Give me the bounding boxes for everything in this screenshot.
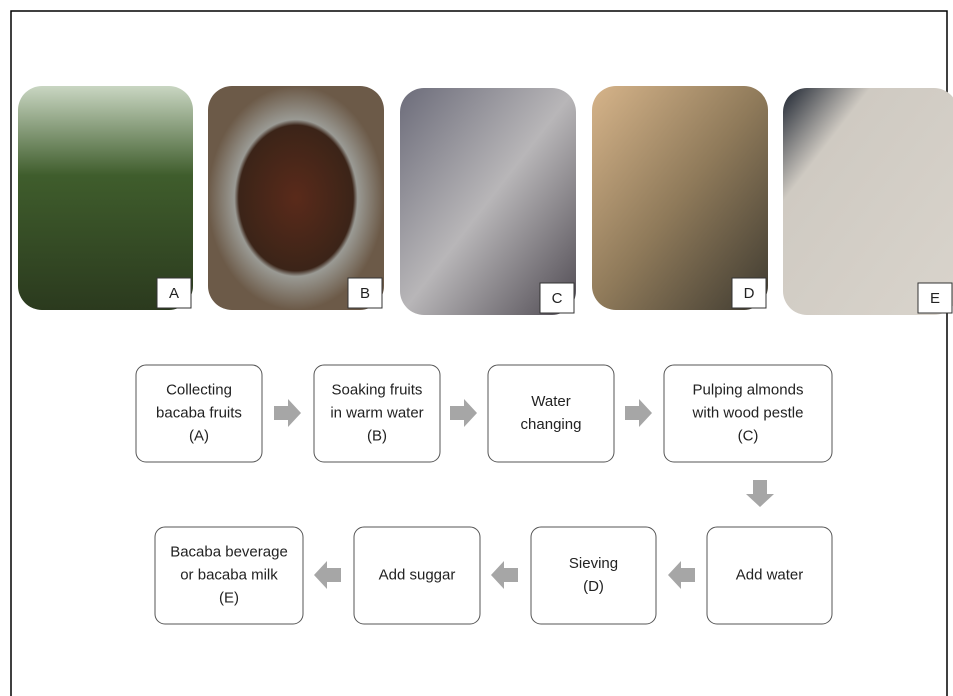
photo-image bbox=[783, 88, 953, 315]
label-text: C bbox=[552, 290, 563, 307]
step-text: Pulping almonds bbox=[693, 381, 804, 398]
process-step: Sieving (D) bbox=[531, 527, 656, 624]
step-text: bacaba fruits bbox=[156, 404, 242, 421]
flow-arrow bbox=[314, 561, 341, 589]
photo: D bbox=[592, 86, 768, 310]
step-text: Add water bbox=[736, 566, 804, 583]
step-box bbox=[488, 365, 614, 462]
label-text: A bbox=[169, 285, 179, 302]
process-step: Soaking fruits in warm water (B) bbox=[314, 365, 440, 462]
process-step: Pulping almonds with wood pestle (C) bbox=[664, 365, 832, 462]
flow-arrow bbox=[450, 399, 477, 427]
process-step: Collecting bacaba fruits (A) bbox=[136, 365, 262, 462]
step-text: Bacaba beverage bbox=[170, 543, 288, 560]
label-text: B bbox=[360, 285, 370, 302]
photo-label: B bbox=[348, 278, 382, 308]
step-text: (E) bbox=[219, 589, 239, 606]
step-text: with wood pestle bbox=[692, 404, 804, 421]
label-text: D bbox=[744, 285, 755, 302]
step-text: Add suggar bbox=[379, 566, 456, 583]
step-text: (C) bbox=[738, 427, 759, 444]
step-box bbox=[531, 527, 656, 624]
photo: E bbox=[783, 88, 953, 315]
step-text: in warm water bbox=[330, 404, 423, 421]
photo-image bbox=[400, 88, 576, 315]
photo: A bbox=[18, 86, 193, 310]
photo-label: E bbox=[918, 283, 952, 313]
process-step: Add suggar bbox=[354, 527, 480, 624]
photo: B bbox=[208, 86, 384, 310]
step-text: (B) bbox=[367, 427, 387, 444]
step-text: (A) bbox=[189, 427, 209, 444]
flow-arrow bbox=[274, 399, 301, 427]
step-text: or bacaba milk bbox=[180, 566, 278, 583]
flowchart: Collecting bacaba fruits (A) Soaking fruits… bbox=[136, 365, 832, 624]
label-text: E bbox=[930, 290, 940, 307]
photo-label: D bbox=[732, 278, 766, 308]
step-text: (D) bbox=[583, 578, 604, 595]
flow-arrow bbox=[491, 561, 518, 589]
step-text: changing bbox=[521, 416, 582, 433]
step-text: Sieving bbox=[569, 555, 618, 572]
photo-image bbox=[592, 86, 768, 310]
photo-label: A bbox=[157, 278, 191, 308]
flow-arrow bbox=[746, 480, 774, 507]
figure: A B C D E Collecting bacaba fruits (A) Soaking … bbox=[0, 0, 953, 696]
photo-image bbox=[208, 86, 384, 310]
step-text: Soaking fruits bbox=[332, 381, 423, 398]
step-text: Collecting bbox=[166, 381, 232, 398]
process-step: Bacaba beverage or bacaba milk (E) bbox=[155, 527, 303, 624]
photos: A B C D E bbox=[18, 86, 953, 315]
photo-image bbox=[18, 86, 193, 310]
flow-arrow bbox=[625, 399, 652, 427]
photo: C bbox=[400, 88, 576, 315]
step-text: Water bbox=[531, 393, 570, 410]
page: {"photos": [{"label": "A"}, {"label": "B… bbox=[0, 0, 953, 696]
photo-label: C bbox=[540, 283, 574, 313]
process-step: Water changing bbox=[488, 365, 614, 462]
flow-arrow bbox=[668, 561, 695, 589]
process-step: Add water bbox=[707, 527, 832, 624]
